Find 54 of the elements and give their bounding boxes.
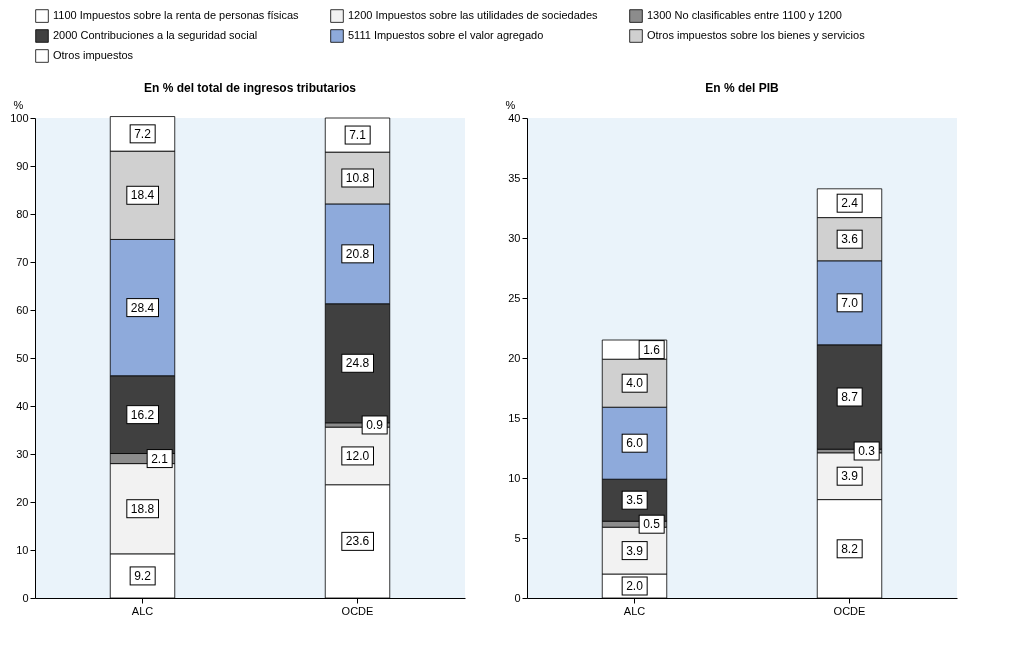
y-tick-label: 35 — [508, 171, 521, 184]
y-tick-label: 25 — [508, 291, 521, 304]
x-tick-label: OCDE — [833, 604, 866, 617]
y-tick-label: 40 — [16, 399, 29, 412]
data-label: 9.2 — [134, 568, 152, 583]
data-label: 2.1 — [151, 451, 169, 466]
legend-label: Otros impuestos — [53, 49, 134, 61]
chart-title: En % del total de ingresos tributarios — [143, 81, 357, 95]
x-tick-label: ALC — [131, 604, 154, 617]
data-label: 0.5 — [643, 517, 661, 532]
data-label: 8.7 — [841, 390, 859, 404]
y-tick-label: 20 — [16, 495, 29, 508]
y-tick-label: 90 — [16, 159, 29, 172]
data-label: 4.0 — [626, 376, 644, 391]
data-label: 2.4 — [841, 196, 859, 211]
legend-label: 1200 Impuestos sobre las utilidades de sociedades — [348, 9, 598, 22]
data-label: 3.6 — [841, 232, 859, 247]
data-label: 3.5 — [626, 493, 644, 508]
legend-label: 2000 Contribuciones a la seguridad social — [53, 29, 258, 41]
y-tick-label: 70 — [16, 255, 29, 268]
y-tick-label: 60 — [16, 303, 29, 316]
data-label: 3.9 — [841, 469, 859, 484]
data-label: 0.3 — [858, 444, 876, 458]
legend-label: 1100 Impuestos sobre la renta de personas físicas — [53, 9, 300, 22]
data-label: 0.9 — [366, 417, 384, 432]
data-label: 2.0 — [626, 579, 644, 593]
legend-label: 1300 No clasificables entre 1100 y 1200 — [647, 9, 842, 22]
data-label: 1.6 — [643, 342, 661, 357]
y-tick-label: 100 — [10, 111, 29, 124]
y-tick-label: 20 — [508, 351, 521, 364]
y-axis-title: % — [505, 98, 516, 111]
y-tick-label: 0 — [22, 591, 29, 604]
y-tick-label: 30 — [508, 231, 521, 244]
y-tick-label: 80 — [16, 207, 29, 220]
y-tick-label: 5 — [514, 531, 521, 544]
y-tick-label: 30 — [16, 447, 29, 460]
y-tick-label: 0 — [514, 591, 521, 604]
data-label: 3.9 — [626, 543, 644, 558]
legend-label: 5111 Impuestos sobre el valor agregado — [348, 29, 544, 41]
data-label: 7.2 — [134, 126, 152, 141]
y-tick-label: 50 — [16, 351, 29, 364]
x-tick-label: ALC — [623, 604, 646, 617]
y-axis-title: % — [13, 98, 24, 111]
chart-title: En % del PIB — [705, 81, 779, 95]
y-tick-label: 40 — [508, 111, 521, 124]
y-tick-label: 10 — [508, 471, 521, 484]
legend-label: Otros impuestos sobre los bienes y servicios — [647, 29, 866, 41]
data-label: 7.0 — [841, 295, 859, 310]
y-tick-label: 10 — [16, 543, 29, 556]
data-label: 7.1 — [349, 128, 367, 143]
y-tick-label: 15 — [508, 411, 521, 424]
data-label: 8.2 — [841, 541, 859, 556]
x-tick-label: OCDE — [341, 604, 374, 617]
data-label: 6.0 — [626, 436, 644, 451]
